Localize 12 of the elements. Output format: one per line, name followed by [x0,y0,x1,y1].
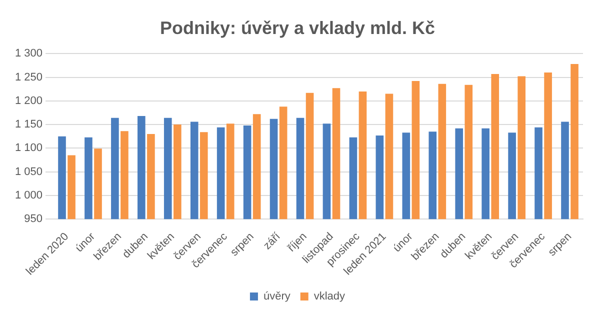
legend-label: vklady [314,290,346,303]
chart-title: Podniky: úvěry a vklady mld. Kč [160,18,436,38]
legend-label: úvěry [263,290,291,303]
y-tick-label: 1 050 [14,166,43,178]
y-tick-label: 1 200 [14,94,43,107]
y-tick-label: 1 000 [14,190,43,202]
y-tick-label: 1 300 [14,48,43,60]
y-tick-label: 950 [24,213,43,226]
x-tick-label: září [261,230,284,252]
y-tick-label: 1 250 [14,71,43,84]
y-tick-label: 1 100 [14,142,43,154]
y-tick-label: 1 150 [14,118,43,131]
